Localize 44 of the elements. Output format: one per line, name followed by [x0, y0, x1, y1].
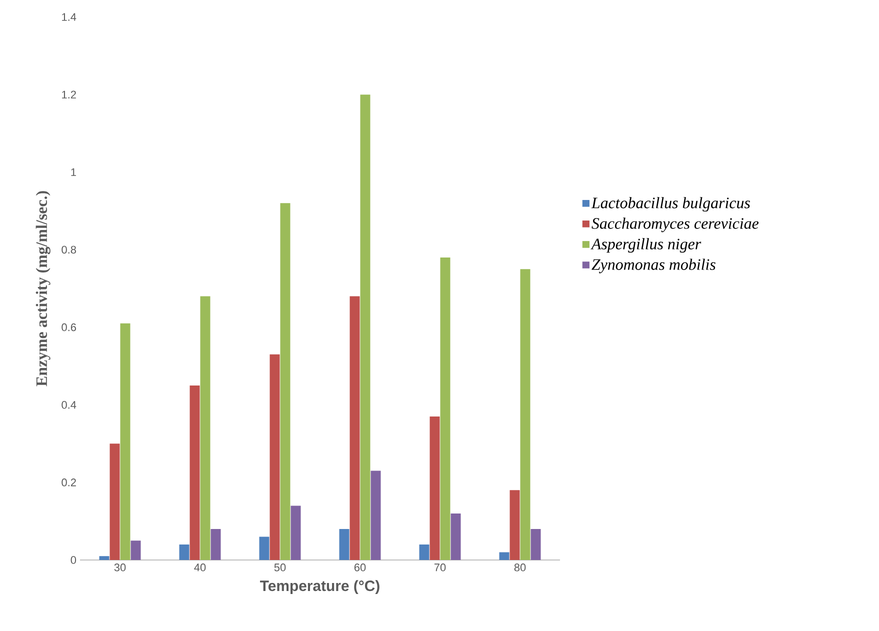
x-tick-label: 50	[274, 564, 286, 572]
y-tick-label: 0.8	[62, 246, 76, 254]
bar	[200, 296, 210, 560]
bar	[99, 556, 110, 560]
bar	[440, 257, 450, 560]
bar	[120, 323, 130, 560]
y-tick-label: 1.2	[62, 90, 76, 98]
bar	[290, 506, 301, 560]
bar	[430, 416, 440, 560]
bar	[339, 528, 350, 560]
y-tick-label: 0	[70, 556, 76, 564]
bar	[280, 203, 290, 560]
y-tick-label: 0.6	[62, 323, 76, 332]
bar	[130, 540, 141, 560]
x-tick-label: 40	[194, 564, 206, 572]
bar	[530, 528, 541, 560]
legend-label: Saccharomyces cereviciae	[592, 218, 759, 232]
bar	[499, 552, 510, 560]
x-tick-label: 70	[434, 564, 446, 572]
legend-label: Zynomonas mobilis	[592, 258, 716, 274]
bar	[370, 470, 381, 560]
bar	[419, 544, 430, 560]
bar	[110, 444, 120, 560]
bar	[179, 544, 190, 560]
x-tick-label: 30	[114, 564, 126, 572]
y-tick-label: 1.4	[62, 13, 76, 21]
legend-label: Aspergillus niger	[590, 238, 702, 253]
bar	[270, 354, 280, 560]
bar	[360, 94, 370, 560]
x-axis-title: Temperature (°C)	[260, 580, 380, 594]
y-axis-title: Enzyme activity (mg/ml/sec.)	[36, 191, 50, 386]
x-tick-label: 80	[514, 564, 526, 572]
bar	[350, 296, 360, 560]
x-tick-label: 60	[354, 564, 366, 572]
bar	[259, 536, 270, 560]
legend-label: Lactobacillus bulgaricus	[591, 197, 750, 212]
bar	[190, 385, 200, 560]
bar	[520, 269, 530, 560]
y-tick-label: 0.2	[62, 478, 76, 486]
bar	[210, 528, 221, 560]
y-tick-label: 0.4	[62, 400, 76, 409]
y-tick-label: 1	[71, 168, 76, 176]
bar	[510, 490, 520, 560]
bar	[450, 513, 461, 560]
